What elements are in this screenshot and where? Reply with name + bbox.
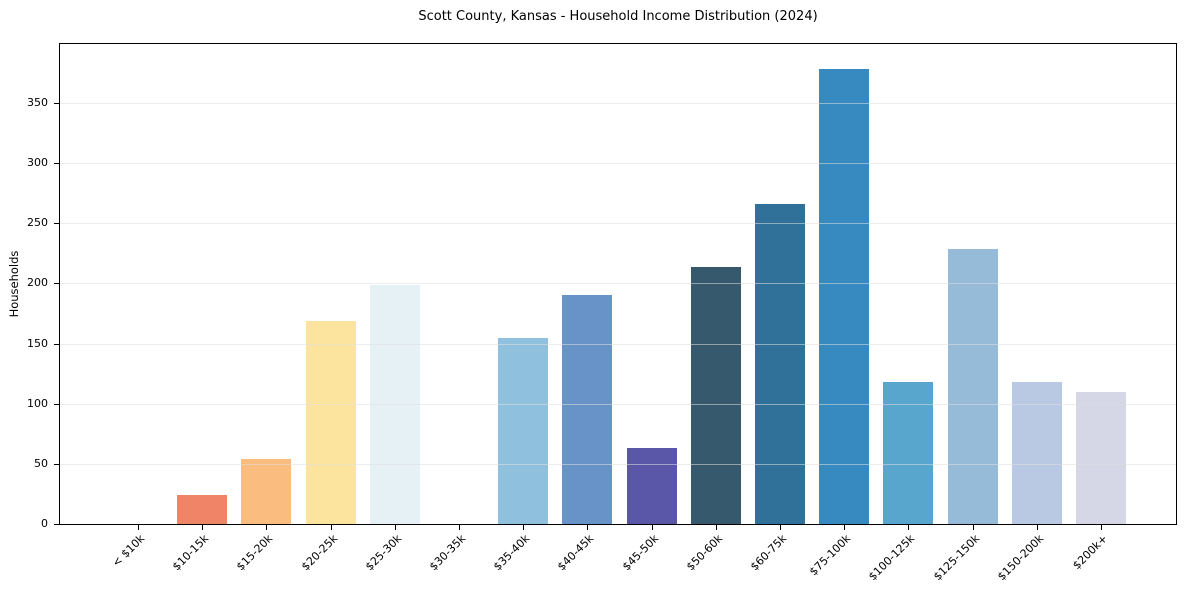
y-tick-label: 0 bbox=[41, 517, 48, 530]
bar-$15-20k bbox=[241, 459, 292, 524]
gridline-150 bbox=[60, 343, 1176, 345]
x-tick-mark bbox=[651, 525, 653, 530]
bar-$20-25k bbox=[305, 320, 356, 524]
x-tick-mark bbox=[1101, 525, 1102, 530]
x-tick-mark bbox=[330, 525, 332, 530]
x-tick-mark bbox=[266, 525, 268, 530]
y-tick-label: 350 bbox=[27, 95, 48, 109]
y-tick-mark bbox=[54, 463, 59, 465]
x-tick-mark bbox=[459, 525, 460, 530]
gridline-200 bbox=[60, 283, 1176, 285]
gridline-300 bbox=[60, 163, 1176, 165]
bar-$10-15k bbox=[177, 495, 228, 524]
gridline-50 bbox=[60, 463, 1176, 465]
gridline-250 bbox=[60, 223, 1176, 225]
plot-area bbox=[59, 43, 1177, 525]
x-tick-mark bbox=[972, 525, 974, 530]
bar-$75-100k bbox=[819, 69, 870, 524]
bar-$50-60k bbox=[690, 266, 741, 524]
bar-$60-75k bbox=[755, 204, 805, 524]
bar-$100-125k bbox=[883, 382, 934, 524]
x-tick-mark bbox=[780, 525, 781, 530]
y-tick-mark bbox=[54, 163, 59, 165]
gridline-100 bbox=[60, 403, 1176, 405]
x-tick-mark bbox=[587, 525, 589, 530]
y-tick-mark bbox=[54, 343, 59, 345]
bar-$125-150k bbox=[947, 248, 998, 524]
y-tick-label: 50 bbox=[34, 456, 48, 470]
x-tick-mark bbox=[138, 525, 139, 530]
y-tick-mark bbox=[54, 102, 59, 104]
y-tick-mark bbox=[54, 403, 59, 405]
x-tick-mark bbox=[1036, 525, 1038, 530]
x-tick-mark bbox=[202, 525, 204, 530]
y-tick-label: 200 bbox=[27, 276, 48, 290]
y-tick-label: 150 bbox=[27, 336, 48, 350]
bar-$40-45k bbox=[562, 295, 613, 524]
y-tick-mark bbox=[54, 524, 59, 525]
x-tick-mark bbox=[715, 525, 717, 530]
x-tick-mark bbox=[844, 525, 846, 530]
y-tick-label: 100 bbox=[27, 396, 48, 410]
y-tick-label: 300 bbox=[27, 156, 48, 170]
x-tick-mark bbox=[394, 525, 396, 530]
x-tick-label: < $10k bbox=[109, 532, 148, 570]
y-tick-mark bbox=[54, 223, 59, 225]
gridline-350 bbox=[60, 102, 1176, 104]
x-tick-mark bbox=[908, 525, 910, 530]
bar-$200k+ bbox=[1076, 391, 1126, 524]
chart-title: Scott County, Kansas - Household Income … bbox=[418, 9, 818, 24]
x-tick-mark bbox=[523, 525, 525, 530]
y-tick-label: 250 bbox=[27, 216, 48, 230]
y-tick-mark bbox=[54, 283, 59, 285]
bar-$35-40k bbox=[498, 337, 549, 524]
bar-$45-50k bbox=[626, 448, 677, 524]
bar-$150-200k bbox=[1011, 382, 1062, 524]
